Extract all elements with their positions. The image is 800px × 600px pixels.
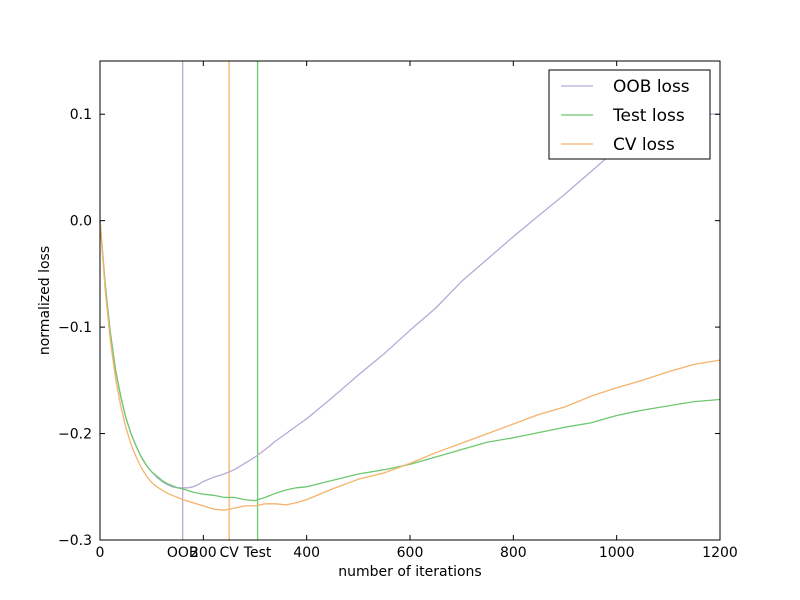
x-tick-label: 400	[293, 545, 320, 561]
ticks: 0 200 400 600 800 1000 1200 −0.3 −0.2 −0.1 0.0 0.1 O…	[58, 61, 738, 561]
x-tick-label: 200	[190, 545, 217, 561]
legend: OOB loss Test loss CV loss	[548, 69, 711, 160]
x-tick-label: 800	[500, 545, 527, 561]
vline-label-cv: CV	[219, 545, 239, 561]
x-tick-label: 1000	[599, 545, 635, 561]
series-lines	[99, 113, 721, 511]
y-tick-label: 0.0	[70, 214, 92, 230]
y-tick-label: −0.1	[58, 320, 92, 336]
y-tick-label: −0.3	[58, 533, 92, 549]
y-axis-label: normalized loss	[37, 246, 53, 355]
vline-label-oob: OOB	[167, 545, 199, 561]
series-line-test-loss	[99, 220, 721, 502]
x-axis-label: number of iterations	[338, 564, 481, 580]
x-tick-label: 1200	[702, 545, 738, 561]
legend-label: OOB loss	[613, 77, 690, 97]
y-tick-label: −0.2	[58, 427, 92, 443]
legend-label: CV loss	[613, 135, 675, 155]
vline-label-test: Test	[243, 545, 272, 561]
y-tick-label: 0.1	[70, 107, 92, 123]
marker-lines	[182, 61, 259, 540]
series-line-cv-loss	[99, 220, 721, 511]
x-tick-label: 0	[96, 545, 105, 561]
x-tick-label: 600	[397, 545, 424, 561]
legend-label: Test loss	[612, 106, 685, 126]
